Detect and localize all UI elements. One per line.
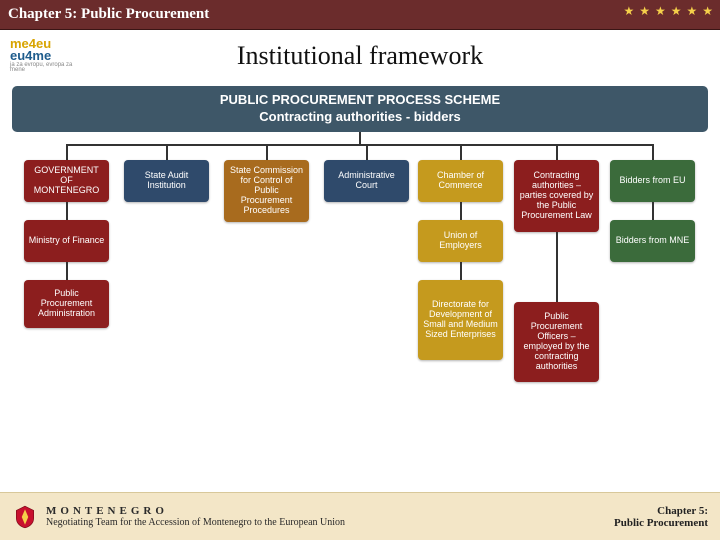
footer-country: MONTENEGRO (46, 505, 614, 517)
node-label: State Commission for Control of Public P… (228, 166, 305, 215)
column-3: Administrative Court (324, 144, 409, 202)
node: Ministry of Finance (24, 220, 109, 262)
chapter-topbar: Chapter 5: Public Procurement ★ ★ ★ ★ ★ … (0, 0, 720, 30)
column-4: Chamber of Commerce Union of Employers Dir… (418, 144, 503, 360)
connector-vline (266, 144, 268, 160)
logo-line-2: eu4me (10, 50, 82, 62)
node: State Commission for Control of Public P… (224, 160, 309, 222)
diagram-columns: GOVERNMENT OF MONTENEGRO Ministry of Fina… (12, 138, 708, 483)
node: Bidders from MNE (610, 220, 695, 262)
column-2: State Commission for Control of Public P… (224, 144, 309, 222)
node-label: Directorate for Development of Small and… (422, 300, 499, 340)
connector-vline (366, 144, 368, 160)
connector-vline (460, 262, 462, 280)
node-label: State Audit Institution (128, 171, 205, 191)
footer-left: MONTENEGRO Negotiating Team for the Acce… (46, 505, 614, 528)
me4eu-logo: me4eu eu4me ja za evropu, evropa za mene (10, 36, 82, 76)
node: Union of Employers (418, 220, 503, 262)
connector-vline (166, 144, 168, 160)
node-label: Public Procurement Officers – employed b… (518, 312, 595, 371)
connector-vline (66, 262, 68, 280)
node-label: Chamber of Commerce (422, 171, 499, 191)
node: Public Procurement Administration (24, 280, 109, 328)
crest-icon (12, 504, 38, 530)
connector-vline (556, 232, 558, 284)
footer-right: Chapter 5: Public Procurement (614, 505, 708, 529)
node-label: Public Procurement Administration (28, 289, 105, 319)
node-label: GOVERNMENT OF MONTENEGRO (28, 166, 105, 196)
connector-vline (652, 202, 654, 220)
footer-right-l2: Public Procurement (614, 517, 708, 529)
connector-vline (556, 144, 558, 160)
node: Administrative Court (324, 160, 409, 202)
node: GOVERNMENT OF MONTENEGRO (24, 160, 109, 202)
diagram-canvas: PUBLIC PROCUREMENT PROCESS SCHEMEContrac… (0, 80, 720, 492)
column-1: State Audit Institution (124, 144, 209, 202)
scheme-title-l1: PUBLIC PROCUREMENT PROCESS SCHEME (22, 92, 698, 109)
node: Chamber of Commerce (418, 160, 503, 202)
connector-vline (652, 144, 654, 160)
chapter-title: Chapter 5: Public Procurement (8, 6, 209, 23)
footer-team: Negotiating Team for the Accession of Mo… (46, 517, 614, 528)
slide-footer: MONTENEGRO Negotiating Team for the Acce… (0, 492, 720, 540)
connector-vline (460, 202, 462, 220)
node-label: Bidders from MNE (616, 236, 690, 246)
column-0: GOVERNMENT OF MONTENEGRO Ministry of Fina… (24, 144, 109, 328)
connector-vline (66, 144, 68, 160)
node: Bidders from EU (610, 160, 695, 202)
column-5: Contracting authorities – parties covere… (514, 144, 599, 382)
connector-vline (66, 202, 68, 220)
footer-right-l1: Chapter 5: (614, 505, 708, 517)
connector-trunk (359, 132, 361, 144)
slide-title: Institutional framework (82, 41, 638, 71)
connector-vline (556, 284, 558, 302)
node-label: Administrative Court (328, 171, 405, 191)
node-label: Union of Employers (422, 231, 499, 251)
node: Directorate for Development of Small and… (418, 280, 503, 360)
node: Contracting authorities – parties covere… (514, 160, 599, 232)
node: Public Procurement Officers – employed b… (514, 302, 599, 382)
node-label: Contracting authorities – parties covere… (518, 171, 595, 220)
scheme-title: PUBLIC PROCUREMENT PROCESS SCHEMEContrac… (12, 86, 708, 132)
logo-tagline: ja za evropu, evropa za mene (10, 63, 82, 74)
node-label: Bidders from EU (619, 176, 685, 186)
node-label: Ministry of Finance (29, 236, 105, 246)
eu-stars-icon: ★ ★ ★ ★ ★ ★ (623, 4, 714, 19)
subheader: me4eu eu4me ja za evropu, evropa za mene… (0, 30, 720, 80)
connector-vline (460, 144, 462, 160)
node: State Audit Institution (124, 160, 209, 202)
scheme-title-l2: Contracting authorities - bidders (22, 109, 698, 126)
column-6: Bidders from EU Bidders from MNE (610, 144, 695, 262)
